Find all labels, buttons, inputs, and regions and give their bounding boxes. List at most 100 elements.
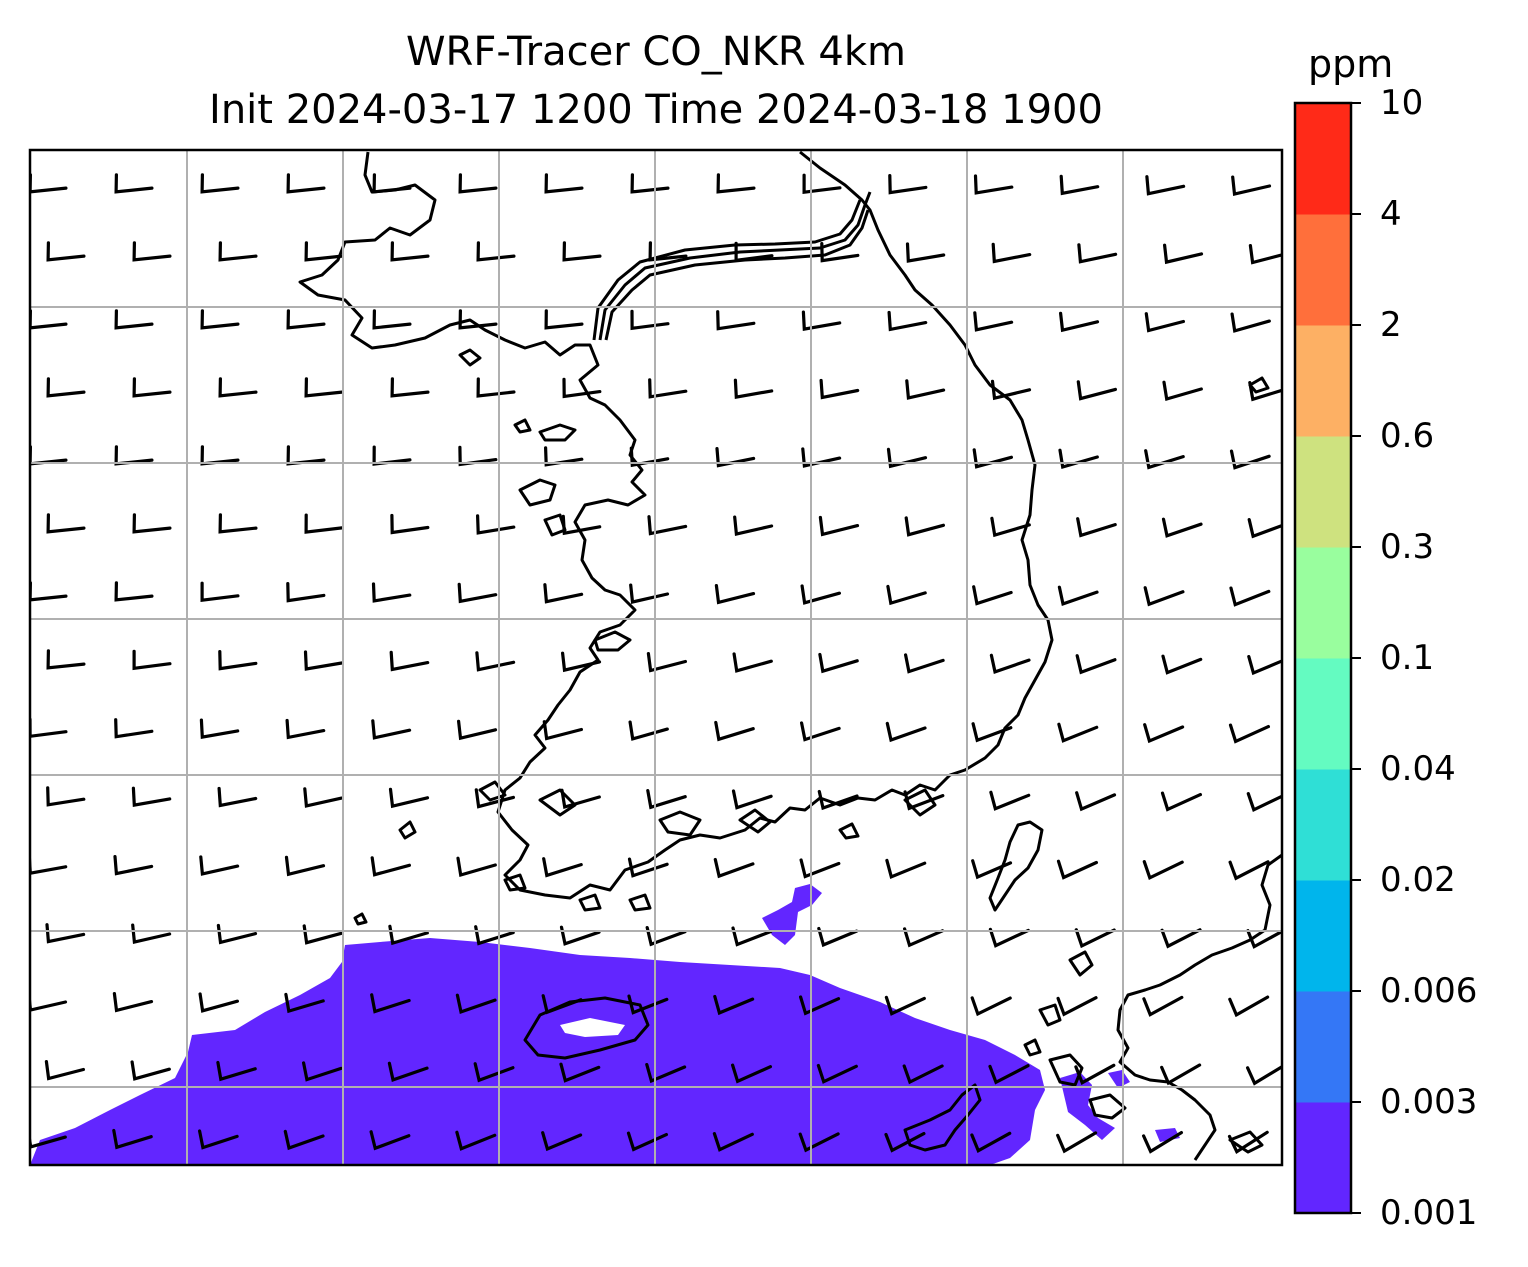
wind-barb bbox=[200, 173, 240, 194]
wind-barb bbox=[198, 1129, 239, 1150]
wind-barb bbox=[200, 445, 240, 466]
wind-barb bbox=[302, 1061, 343, 1082]
colorbar-tick-label: 0.02 bbox=[1380, 860, 1456, 900]
wind-barb bbox=[800, 721, 841, 742]
wind-barb bbox=[1074, 1063, 1116, 1085]
wind-barb bbox=[303, 650, 344, 671]
wind-barb bbox=[1076, 517, 1117, 538]
wind-barb bbox=[286, 582, 326, 603]
wind-barb bbox=[1145, 175, 1186, 196]
wind-barb bbox=[457, 719, 498, 741]
wind-barb bbox=[1228, 995, 1270, 1018]
wind-barb bbox=[200, 581, 240, 603]
wind-barb bbox=[46, 786, 86, 807]
wind-barb bbox=[199, 855, 240, 876]
wind-barb bbox=[30, 854, 68, 875]
wind-barb bbox=[886, 447, 928, 469]
wind-barb bbox=[1058, 448, 1099, 470]
colorbar-segment bbox=[1295, 547, 1351, 659]
wind-barb bbox=[30, 309, 68, 330]
wind-barb bbox=[884, 1132, 926, 1153]
wind-barb bbox=[217, 786, 258, 808]
wind-barb bbox=[372, 445, 412, 466]
colorbar-segment bbox=[1295, 880, 1351, 992]
wind-barb bbox=[1229, 586, 1271, 607]
coastline-japan bbox=[1116, 853, 1282, 1161]
wind-barb bbox=[1227, 1130, 1269, 1155]
wind-barb bbox=[1075, 791, 1117, 812]
wind-barb bbox=[712, 1132, 754, 1152]
coastline-north bbox=[598, 191, 872, 341]
wind-barb bbox=[1246, 792, 1282, 813]
wind-barb bbox=[560, 788, 601, 810]
wind-barb bbox=[1162, 380, 1203, 402]
wind-barb bbox=[818, 515, 860, 537]
wind-barb bbox=[888, 174, 928, 195]
wind-barb bbox=[455, 1130, 497, 1151]
wind-barb bbox=[904, 653, 945, 674]
wind-barb bbox=[131, 923, 172, 944]
wind-barb bbox=[990, 379, 1032, 401]
wind-barb bbox=[1143, 723, 1185, 744]
wind-barb bbox=[476, 377, 516, 398]
colorbar-segment bbox=[1295, 214, 1351, 326]
wind-barbs bbox=[30, 173, 1282, 1155]
wind-barb bbox=[800, 584, 841, 605]
wind-barb bbox=[1074, 928, 1116, 949]
wind-barb bbox=[801, 447, 842, 468]
wind-barb bbox=[988, 927, 1030, 948]
wind-barb bbox=[372, 309, 412, 330]
wind-barb bbox=[30, 173, 68, 194]
wind-barb bbox=[903, 927, 945, 948]
wind-barb bbox=[370, 993, 411, 1014]
wind-barb bbox=[802, 173, 842, 195]
wind-barb bbox=[304, 241, 344, 262]
wind-barb bbox=[971, 859, 1013, 880]
wind-barb bbox=[458, 173, 498, 194]
wind-barb bbox=[647, 515, 688, 536]
wind-barb bbox=[303, 787, 344, 808]
wind-barb bbox=[713, 994, 755, 1016]
wind-barb bbox=[218, 377, 258, 398]
wind-barb bbox=[648, 378, 688, 399]
wind-barb bbox=[1163, 243, 1204, 265]
wind-barb bbox=[973, 174, 1014, 195]
wind-barb bbox=[543, 583, 584, 604]
wind-barb bbox=[132, 377, 172, 398]
wind-barb bbox=[731, 789, 773, 810]
wind-barb bbox=[216, 923, 258, 945]
wind-barb bbox=[30, 581, 68, 602]
wind-barb bbox=[389, 650, 430, 672]
wind-barb bbox=[630, 309, 670, 331]
wind-barb bbox=[1142, 1131, 1183, 1154]
wind-barb bbox=[1144, 449, 1185, 470]
wind-barb bbox=[1161, 517, 1203, 538]
wind-barb bbox=[474, 788, 515, 809]
wind-barb bbox=[731, 926, 773, 947]
wind-barb bbox=[714, 584, 756, 605]
wind-barb bbox=[387, 1061, 429, 1083]
wind-barb bbox=[732, 652, 773, 673]
wind-barb bbox=[716, 310, 756, 331]
wind-barb bbox=[1077, 243, 1118, 264]
colorbar-frame bbox=[1293, 101, 1353, 1215]
map-title-line2: Init 2024-03-17 1200 Time 2024-03-18 190… bbox=[209, 87, 1103, 133]
wind-barb bbox=[286, 173, 326, 194]
wind-barb bbox=[114, 581, 154, 602]
wind-barb bbox=[476, 514, 516, 535]
wind-barb bbox=[990, 516, 1031, 538]
wind-barb bbox=[645, 1063, 687, 1084]
wind-barb bbox=[304, 513, 344, 534]
wind-barb bbox=[218, 650, 258, 671]
wind-barb bbox=[989, 790, 1031, 811]
wind-barb bbox=[904, 516, 945, 537]
colorbar-tick-label: 10 bbox=[1380, 83, 1424, 123]
wind-barb bbox=[1231, 175, 1272, 196]
wind-barb bbox=[646, 652, 687, 673]
wind-barb bbox=[200, 309, 240, 330]
wind-barb bbox=[114, 445, 154, 466]
wind-barb bbox=[1056, 859, 1098, 880]
wind-barb bbox=[475, 651, 516, 672]
map-frame bbox=[28, 148, 1284, 1167]
wind-barb bbox=[1160, 791, 1202, 812]
